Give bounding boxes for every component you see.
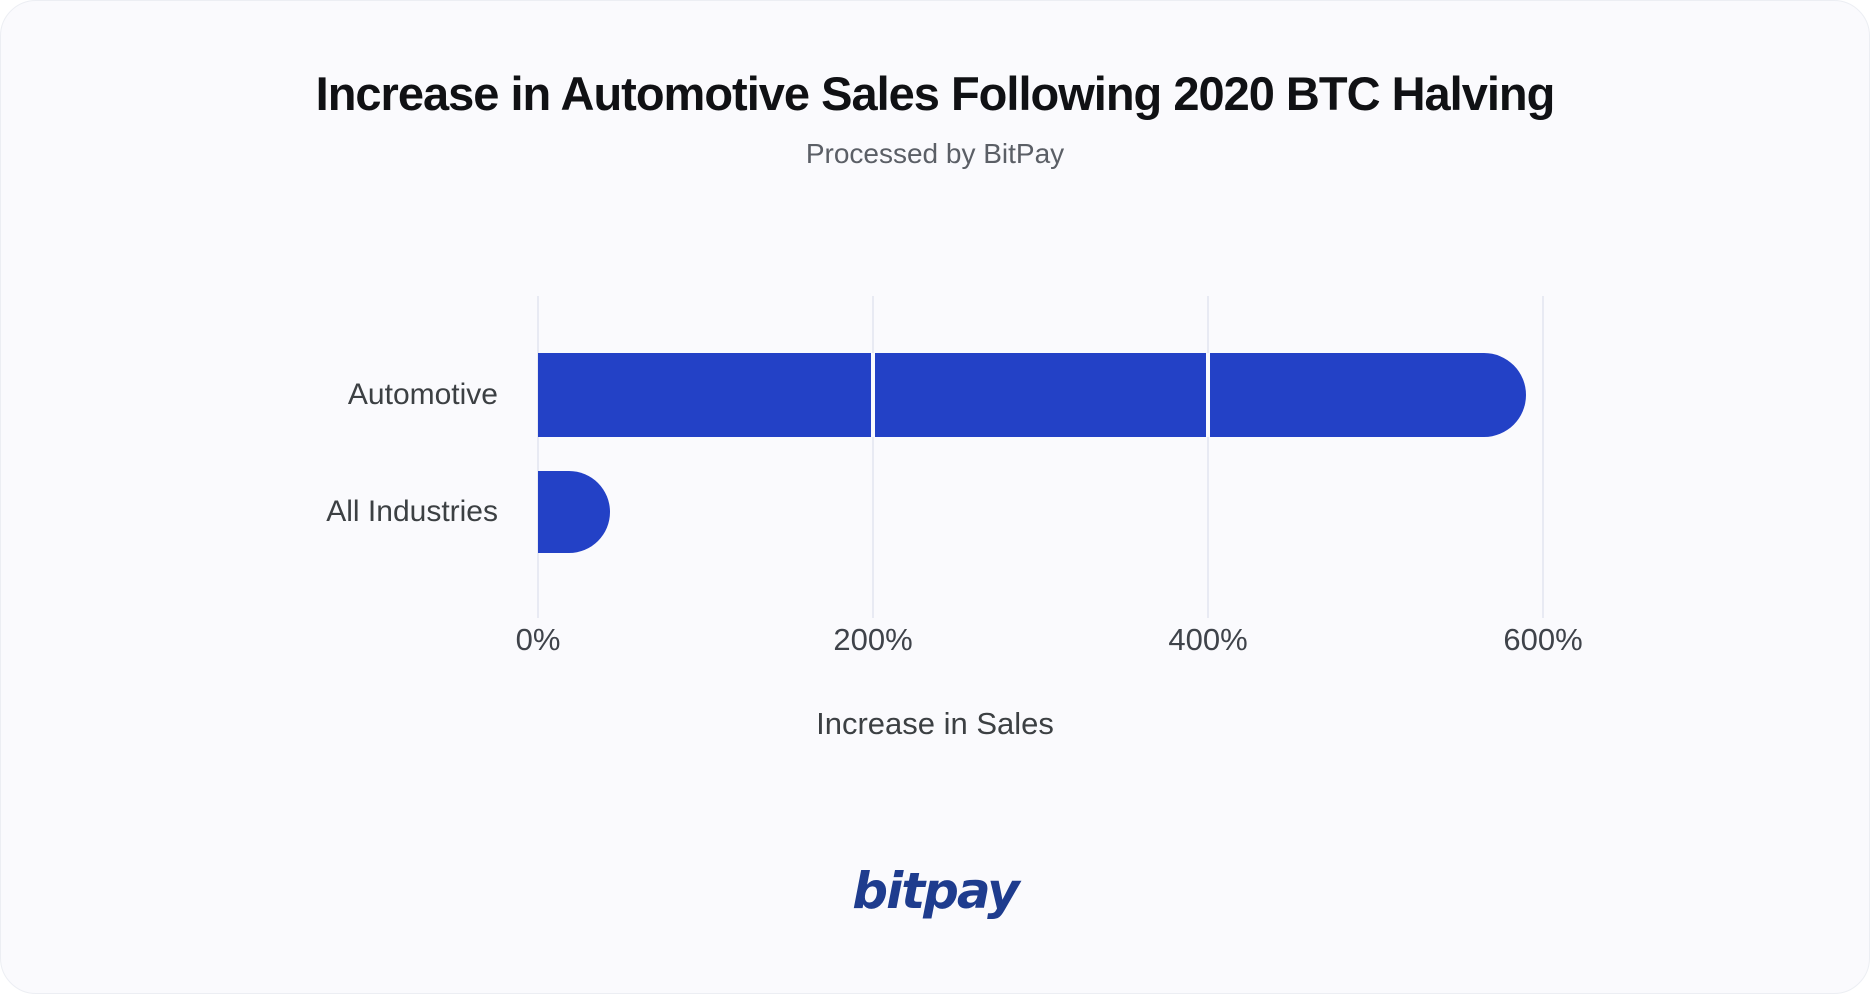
gridline [537,296,539,618]
x-tick-label: 200% [833,622,913,657]
x-tick-label: 400% [1168,622,1248,657]
x-axis-label: Increase in Sales [816,706,1054,741]
category-label-automotive: Automotive [347,378,498,411]
category-label-all-industries: All Industries [326,495,498,528]
gridline [872,296,874,618]
bitpay-logo: bitpay [852,862,1019,920]
x-tick-label: 0% [515,622,561,657]
bar-automotive [538,353,1527,437]
gridline-bar-cut [1206,353,1210,437]
gridline-bar-cut [871,353,875,437]
plot-area [537,296,1544,618]
chart-title: Increase in Automotive Sales Following 2… [315,67,1556,120]
gridline [1207,296,1209,618]
bar-all-industries [538,471,611,553]
x-tick-label: 600% [1503,622,1583,657]
gridline [1542,296,1544,618]
chart-subtitle: Processed by BitPay [805,138,1065,169]
